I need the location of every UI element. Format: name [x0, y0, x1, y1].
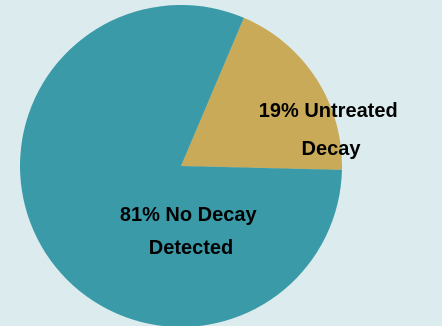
pie-slices — [20, 5, 342, 326]
pie-slice-untreated-decay — [181, 17, 342, 170]
pie-labels: 19% Untreated Decay 81% No Decay Detecte… — [120, 100, 404, 259]
slice-label-untreated-decay: 19% Untreated Decay — [259, 100, 404, 160]
slice-label-no-decay-detected: 81% No Decay Detected — [120, 204, 262, 259]
pie-slice-no-decay-detected — [20, 5, 342, 326]
